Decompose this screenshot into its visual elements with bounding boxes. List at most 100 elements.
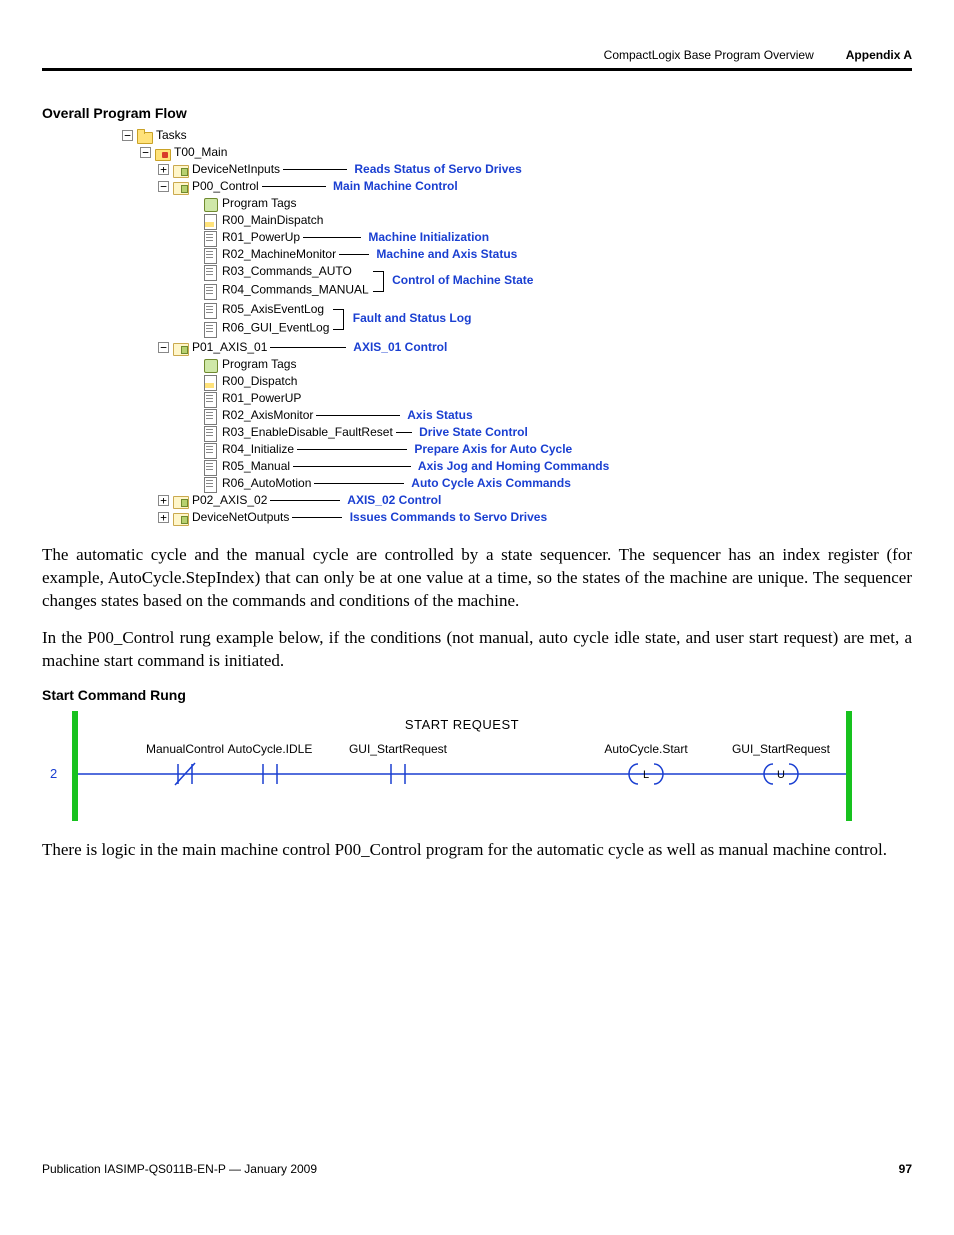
folder-red-icon: [155, 146, 171, 160]
xic-autocycle-idle: AutoCycle.IDLE: [228, 742, 313, 784]
tree-node: R00_Dispatch: [122, 373, 912, 390]
tree-label: DeviceNetOutputs: [192, 510, 289, 524]
tree-node: + P02_AXIS_02 AXIS_02 Control: [122, 492, 912, 509]
leader-line: [283, 169, 347, 170]
tree-node: R01_PowerUP: [122, 390, 912, 407]
tree-node: R02_MachineMonitor Machine and Axis Stat…: [122, 246, 912, 263]
expand-icon[interactable]: −: [158, 181, 169, 192]
tree-node: R02_AxisMonitor Axis Status: [122, 407, 912, 424]
section-title-program-flow: Overall Program Flow: [42, 105, 912, 121]
tree-node: + DeviceNetInputs Reads Status of Servo D…: [122, 161, 912, 178]
tree-label: Program Tags: [222, 196, 296, 210]
doc-icon: [203, 248, 219, 262]
tree-label: R04_Commands_MANUAL: [222, 283, 369, 297]
tree-annotation: Fault and Status Log: [349, 311, 471, 325]
tree-node: −T00_Main: [122, 144, 912, 161]
tree-node: R04_Commands_MANUAL Control of Machine S…: [122, 280, 912, 301]
tags-icon: [203, 197, 219, 211]
doc-icon: [203, 443, 219, 457]
tree-node: R06_GUI_EventLog Fault and Status Log: [122, 318, 912, 339]
bracket: [373, 271, 384, 292]
leader-line: [297, 449, 407, 450]
tree-label: Tasks: [156, 128, 187, 142]
leader-line: [316, 415, 400, 416]
tree-node: R03_EnableDisable_FaultReset Drive State…: [122, 424, 912, 441]
paragraph-1: The automatic cycle and the manual cycle…: [42, 544, 912, 613]
svg-text:GUI_StartRequest: GUI_StartRequest: [349, 742, 448, 756]
tree-label: R00_Dispatch: [222, 374, 297, 388]
tree-annotation: Prepare Axis for Auto Cycle: [411, 442, 572, 456]
expand-icon[interactable]: +: [158, 495, 169, 506]
footer-page-number: 97: [899, 1162, 912, 1176]
tree-label: DeviceNetInputs: [192, 162, 280, 176]
tree-node: R06_AutoMotion Auto Cycle Axis Commands: [122, 475, 912, 492]
tree-annotation: Control of Machine State: [389, 273, 534, 287]
tree-annotation: AXIS_02 Control: [344, 493, 441, 507]
doc-icon: [203, 460, 219, 474]
leader-line: [270, 500, 340, 501]
tree-node: Program Tags: [122, 195, 912, 212]
doc-icon: [203, 303, 219, 317]
tree-label: P00_Control: [192, 179, 259, 193]
svg-text:AutoCycle.Start: AutoCycle.Start: [604, 742, 688, 756]
prog-icon: [173, 494, 189, 508]
tree-node: − P01_AXIS_01 AXIS_01 Control: [122, 339, 912, 356]
expand-icon[interactable]: +: [158, 512, 169, 523]
tree-node: R00_MainDispatch: [122, 212, 912, 229]
tree-node: R05_Manual Axis Jog and Homing Commands: [122, 458, 912, 475]
tree-node: R05_AxisEventLog: [122, 301, 912, 318]
tree-annotation: Issues Commands to Servo Drives: [346, 510, 547, 524]
program-tree: −Tasks−T00_Main+DeviceNetInputs Reads St…: [122, 127, 912, 526]
svg-text:L: L: [643, 769, 649, 781]
expand-icon[interactable]: −: [158, 342, 169, 353]
expand-icon[interactable]: −: [122, 130, 133, 141]
tree-label: R05_AxisEventLog: [222, 302, 324, 316]
tree-label: P01_AXIS_01: [192, 340, 267, 354]
tree-label: R03_Commands_AUTO: [222, 264, 352, 278]
doc-icon: [203, 284, 219, 298]
leader-line: [339, 254, 369, 255]
tree-label: R03_EnableDisable_FaultReset: [222, 425, 393, 439]
tree-label: R02_MachineMonitor: [222, 247, 336, 261]
folder-icon: [137, 129, 153, 143]
tree-annotation: Auto Cycle Axis Commands: [408, 476, 570, 490]
tree-node: − Tasks: [122, 127, 912, 144]
leader-line: [292, 517, 342, 518]
rung-number: 2: [50, 766, 57, 781]
svg-text:AutoCycle.IDLE: AutoCycle.IDLE: [228, 742, 313, 756]
expand-icon[interactable]: +: [158, 164, 169, 175]
prog-icon: [173, 180, 189, 194]
svg-text:ManualControl: ManualControl: [146, 742, 224, 756]
doc-icon: [203, 231, 219, 245]
tree-label: P02_AXIS_02: [192, 493, 267, 507]
doc-icon: [203, 392, 219, 406]
leader-line: [303, 237, 361, 238]
tree-label: R06_GUI_EventLog: [222, 321, 329, 335]
tree-label: R05_Manual: [222, 459, 290, 473]
tree-label: Program Tags: [222, 357, 296, 371]
leader-line: [314, 483, 404, 484]
doc-icon: [203, 322, 219, 336]
page-header: CompactLogix Base Program Overview Appen…: [42, 48, 912, 71]
tree-label: R01_PowerUP: [222, 391, 301, 405]
tree-annotation: Drive State Control: [416, 425, 528, 439]
tree-annotation: Machine and Axis Status: [373, 247, 517, 261]
ladder-rung: 2 START REQUEST ManualControl AutoCycle.…: [72, 711, 852, 821]
doc-y-icon: [203, 375, 219, 389]
header-right: Appendix A: [846, 48, 912, 62]
tree-annotation: Reads Status of Servo Drives: [351, 162, 522, 176]
tags-icon: [203, 358, 219, 372]
page-footer: Publication IASIMP-QS011B-EN-P — January…: [42, 1162, 912, 1176]
prog-icon: [173, 511, 189, 525]
doc-y-icon: [203, 214, 219, 228]
tree-node: − P00_Control Main Machine Control: [122, 178, 912, 195]
tree-label: R06_AutoMotion: [222, 476, 311, 490]
prog-icon: [173, 163, 189, 177]
doc-icon: [203, 426, 219, 440]
prog-icon: [173, 341, 189, 355]
leader-line: [293, 466, 411, 467]
expand-icon[interactable]: −: [140, 147, 151, 158]
footer-pub: Publication IASIMP-QS011B-EN-P — January…: [42, 1162, 317, 1176]
tree-annotation: Main Machine Control: [330, 179, 458, 193]
tree-annotation: AXIS_01 Control: [350, 340, 447, 354]
